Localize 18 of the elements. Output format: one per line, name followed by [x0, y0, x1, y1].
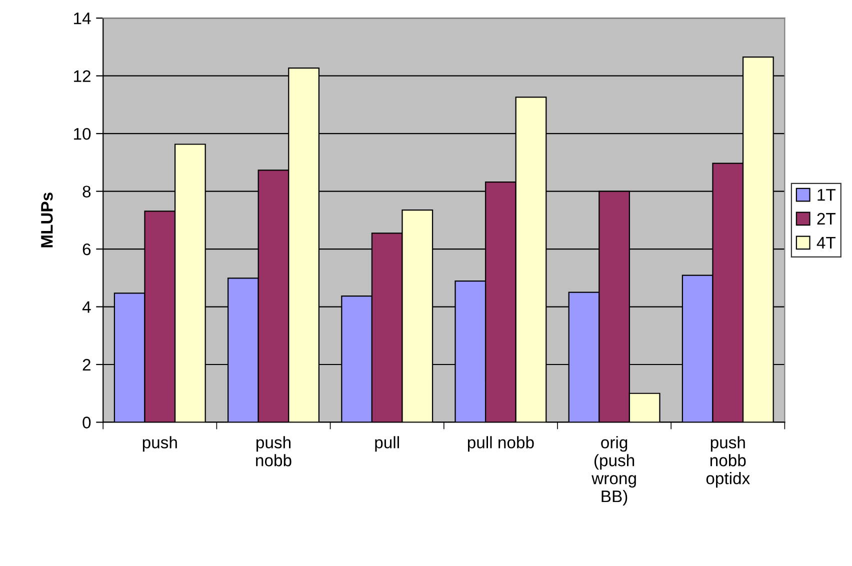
legend-label: 4T [816, 237, 836, 248]
y-tick-label: 14 [74, 12, 91, 24]
y-tick-label: 10 [74, 128, 91, 140]
y-tick-label: 4 [82, 301, 91, 313]
y-tick-label: 12 [74, 70, 90, 82]
y-axis-title: MLUPs [41, 192, 53, 248]
x-tick-label: orig (push wrong BB) [592, 436, 636, 506]
y-tick-label: 6 [82, 243, 91, 256]
legend-label: 2T [817, 212, 836, 225]
y-tick-label: 8 [82, 186, 91, 198]
x-tick-label: push nobb [256, 436, 292, 466]
legend-label: 1T [818, 189, 836, 201]
x-tick-label: push [142, 436, 177, 452]
x-tick-label: pull nobb [468, 436, 534, 452]
y-tick-label: 2 [82, 358, 90, 371]
y-tick-label: 0 [82, 416, 91, 428]
x-tick-label: pull [375, 436, 399, 452]
x-tick-label: push nobb optidx [706, 436, 750, 488]
